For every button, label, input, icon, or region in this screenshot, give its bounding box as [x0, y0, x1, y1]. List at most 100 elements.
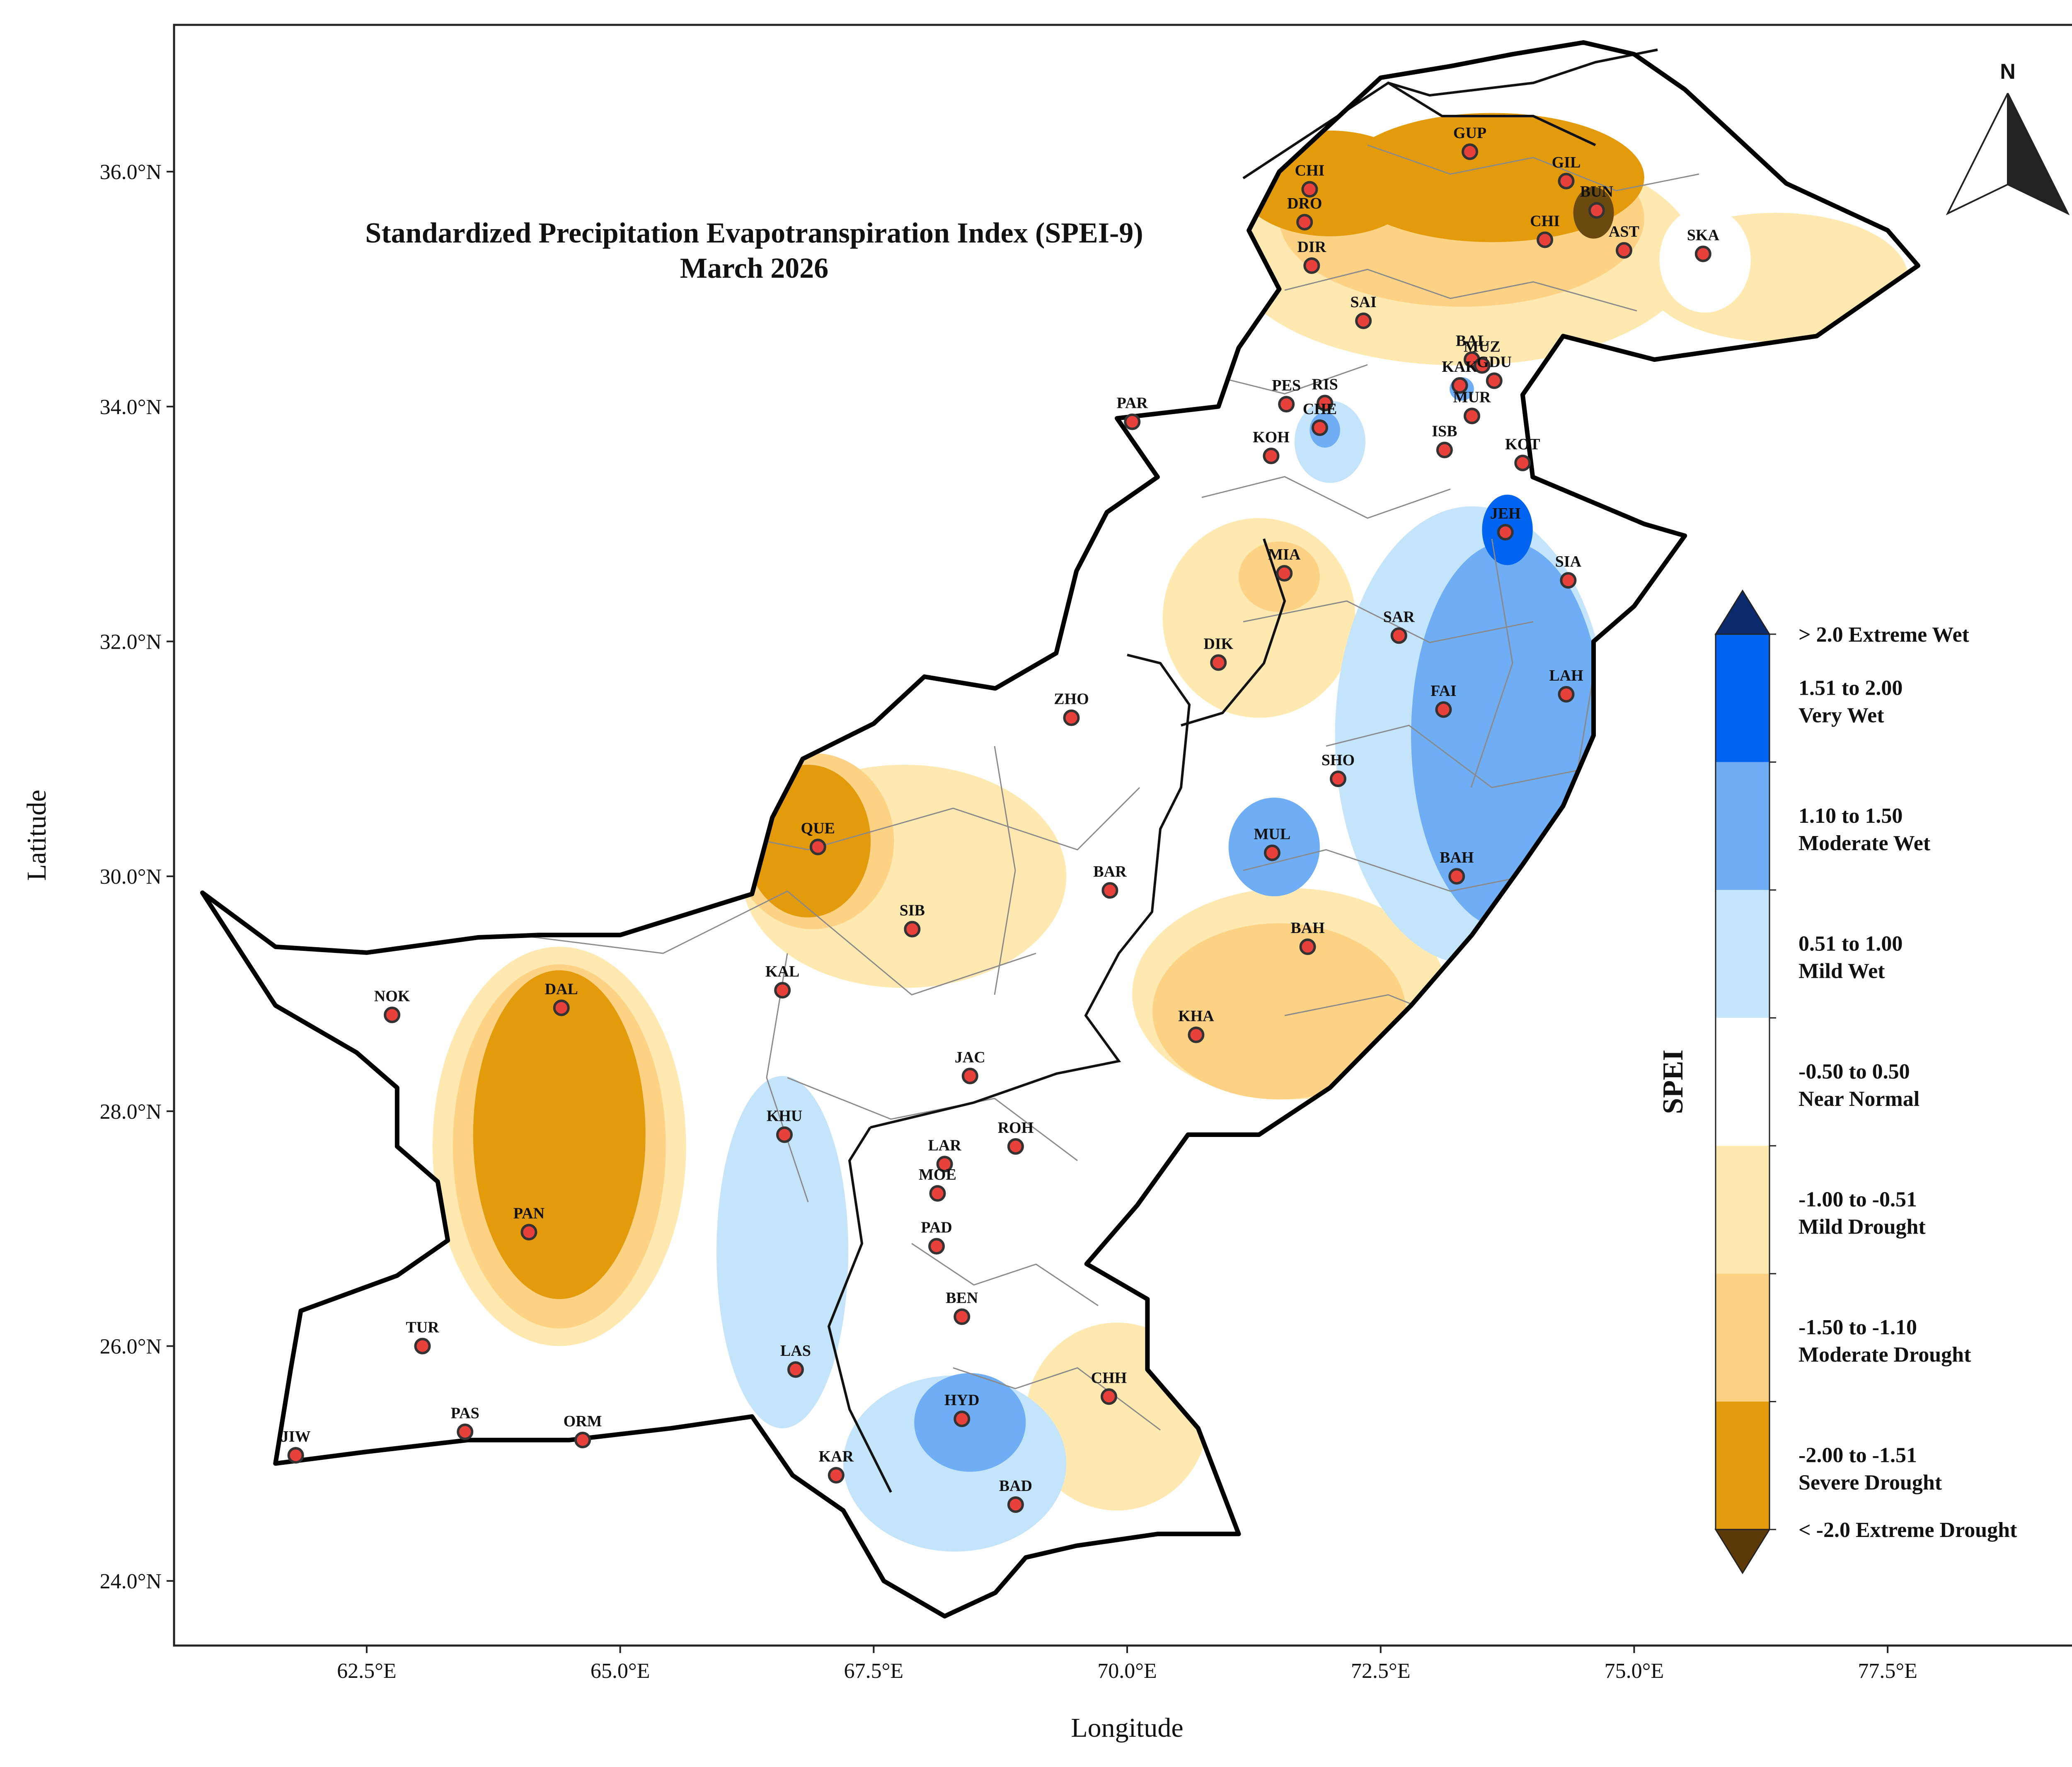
station-label: GIL [1552, 154, 1581, 171]
station-label: CHE [1303, 400, 1337, 418]
y-axis-label: Latitude [22, 790, 52, 881]
station-label: HYD [944, 1391, 979, 1409]
station-marker [1355, 313, 1372, 329]
y-tick-label: 26.0°N [100, 1335, 162, 1359]
north-label: N [2000, 60, 2016, 84]
spei-zone-sev_dry [473, 970, 646, 1299]
station-marker [1448, 868, 1465, 885]
station-marker [574, 1432, 591, 1449]
x-tick-label: 70.0°E [1097, 1659, 1157, 1683]
station-marker [928, 1238, 945, 1255]
station-label: CHI [1295, 162, 1325, 179]
station-label: KHU [767, 1108, 803, 1125]
station-marker [774, 982, 791, 999]
y-tick-label: 34.0°N [100, 395, 162, 419]
legend-class-name: Mild Drought [1798, 1215, 1926, 1239]
station-label: BAD [999, 1477, 1032, 1495]
station-label: GDU [1477, 354, 1512, 371]
legend-class-range: 1.10 to 1.50 [1798, 804, 1903, 828]
pakistan-border [200, 40, 1920, 1619]
station-marker [1451, 377, 1468, 394]
station-label: DIK [1203, 635, 1233, 653]
station-label: BEN [946, 1289, 978, 1307]
station-label: QUE [801, 819, 835, 837]
station-label: JEH [1490, 505, 1521, 522]
station-marker [1462, 143, 1479, 160]
legend-swatch [1716, 634, 1769, 762]
legend-class-range: -1.50 to -1.10 [1798, 1316, 1917, 1339]
station-marker [1615, 242, 1632, 259]
station-marker [1497, 524, 1514, 541]
y-tick-label: 30.0°N [100, 865, 162, 889]
station-marker [1063, 709, 1080, 726]
x-tick-label: 75.0°E [1605, 1659, 1664, 1683]
spei-legend: SPEI 1.51 to 2.00 Very Wet 1.10 to 1.50 Mod… [1657, 589, 2017, 1574]
station-marker [553, 999, 570, 1016]
station-marker [954, 1411, 971, 1428]
legend-class-range: -1.00 to -0.51 [1798, 1188, 1917, 1212]
station-marker [1296, 214, 1313, 230]
station-marker [1588, 202, 1605, 219]
station-label: CHI [1530, 213, 1560, 230]
station-marker [776, 1126, 793, 1143]
map-title: Standardized Precipitation Evapotranspir… [365, 217, 1143, 249]
station-label: DAL [545, 981, 578, 998]
y-tick-label: 24.0°N [100, 1570, 162, 1593]
station-label: SIB [900, 902, 925, 919]
station-marker [1486, 372, 1503, 389]
station-label: PAN [513, 1205, 545, 1222]
legend-class-name: Mild Wet [1798, 959, 1885, 983]
station-label: GUP [1453, 124, 1486, 142]
station-marker [1390, 627, 1407, 644]
station-marker [1263, 447, 1280, 464]
y-tick-label: 28.0°N [100, 1100, 162, 1124]
legend-bottom-label: < -2.0 Extreme Drought [1798, 1518, 2017, 1542]
station-marker [929, 1185, 946, 1202]
station-label: BAH [1440, 849, 1474, 866]
province-boundaries [827, 48, 1658, 1493]
station-label: PAR [1117, 395, 1148, 412]
legend-class-name: Very Wet [1798, 703, 1884, 727]
station-marker [1188, 1026, 1205, 1043]
x-tick-label: 65.0°E [591, 1659, 650, 1683]
station-marker [457, 1423, 474, 1440]
station-label: KAL [765, 963, 799, 980]
x-tick-label: 67.5°E [844, 1659, 904, 1683]
station-label: PAD [921, 1219, 952, 1236]
spei-zone-sev_dry [1340, 113, 1644, 242]
legend-class-range: -2.00 to -1.51 [1798, 1444, 1917, 1467]
station-marker [936, 1156, 953, 1173]
legend-swatch [1716, 1273, 1769, 1402]
station-label: DRO [1287, 195, 1322, 212]
station-marker [904, 921, 921, 938]
station-label: LAR [928, 1137, 961, 1154]
x-tick-label: 77.5°E [1858, 1659, 1917, 1683]
station-label: SKA [1687, 227, 1720, 244]
legend-swatch [1716, 1146, 1769, 1274]
station-label: KOT [1505, 436, 1540, 453]
station-label: CHH [1091, 1369, 1127, 1386]
legend-class-range: -0.50 to 0.50 [1798, 1060, 1910, 1083]
station-label: BUN [1580, 183, 1613, 201]
station-label: PAS [451, 1404, 479, 1422]
x-axis-ticks: 62.5°E 65.0°E 67.5°E 70.0°E 72.5°E 75.0°E 77.5… [337, 1646, 1917, 1683]
station-label: ISB [1432, 423, 1457, 440]
y-tick-label: 36.0°N [100, 160, 162, 184]
station-label: RIS [1312, 376, 1338, 393]
x-tick-label: 72.5°E [1351, 1659, 1411, 1683]
station-label: FAI [1431, 682, 1457, 700]
x-axis-label: Longitude [1071, 1713, 1183, 1743]
legend-swatch [1716, 762, 1769, 890]
station-marker [1329, 771, 1346, 787]
station-label: SAI [1350, 293, 1376, 311]
legend-class-name: Moderate Wet [1798, 831, 1931, 855]
y-tick-label: 32.0°N [100, 630, 162, 654]
station-label: PES [1272, 377, 1301, 394]
spei-zone-mild_wet [716, 1076, 849, 1428]
station-label: KOH [1253, 429, 1290, 446]
spei-zone-mod_dry [1152, 923, 1406, 1100]
legend-class-range: 1.51 to 2.00 [1798, 676, 1903, 700]
station-marker [828, 1467, 845, 1484]
